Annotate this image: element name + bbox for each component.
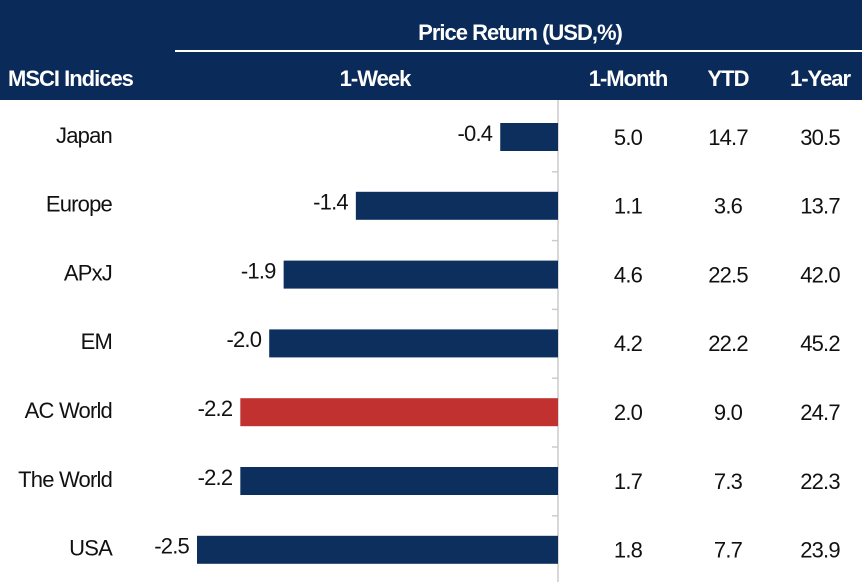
bar: [283, 260, 558, 289]
table-cell: 7.7: [714, 538, 743, 563]
value-label: -1.4: [313, 190, 348, 215]
table-cell: 24.7: [800, 400, 840, 425]
bar: [500, 123, 558, 151]
value-label: -1.9: [241, 258, 276, 283]
table-cell: 2.0: [614, 400, 643, 425]
bar: [197, 535, 558, 564]
row-label: Japan: [56, 123, 112, 148]
column-header: 1-Year: [790, 66, 851, 91]
table-cell: 1.8: [614, 538, 643, 563]
row-label: USA: [69, 536, 113, 561]
column-header: 1-Month: [589, 66, 668, 91]
row-label: APxJ: [64, 260, 112, 285]
row-header: MSCI Indices: [8, 66, 134, 91]
bar: [355, 191, 558, 220]
value-label: -0.4: [458, 121, 493, 146]
bar: [269, 329, 558, 358]
bar: [240, 467, 558, 495]
table-cell: 7.3: [714, 469, 743, 494]
table-cell: 22.2: [708, 331, 748, 356]
row-label: EM: [81, 329, 112, 354]
table-cell: 5.0: [614, 125, 643, 150]
table-cell: 30.5: [800, 125, 840, 150]
table-cell: 1.7: [614, 469, 643, 494]
row-label: Europe: [46, 192, 113, 217]
bar: [240, 398, 558, 427]
row-label: The World: [18, 467, 112, 492]
value-label: -2.2: [198, 396, 233, 421]
table-cell: 4.2: [614, 331, 643, 356]
table-cell: 13.7: [800, 194, 840, 219]
value-label: -2.5: [154, 534, 189, 559]
table-cell: 9.0: [714, 400, 743, 425]
value-label: -2.0: [226, 327, 261, 352]
column-header: YTD: [708, 66, 749, 91]
table-cell: 22.3: [800, 469, 840, 494]
table-cell: 22.5: [708, 262, 748, 287]
table-cell: 1.1: [614, 194, 643, 219]
table-cell: 23.9: [800, 538, 840, 563]
table-cell: 45.2: [800, 331, 840, 356]
column-header: 1-Week: [340, 66, 412, 91]
table-cell: 42.0: [800, 262, 840, 287]
row-label: AC World: [25, 398, 112, 423]
value-label: -2.2: [198, 465, 233, 490]
header-title: Price Return (USD,%): [418, 20, 622, 45]
table-cell: 3.6: [714, 194, 743, 219]
table-cell: 4.6: [614, 262, 643, 287]
table-cell: 14.7: [708, 125, 748, 150]
